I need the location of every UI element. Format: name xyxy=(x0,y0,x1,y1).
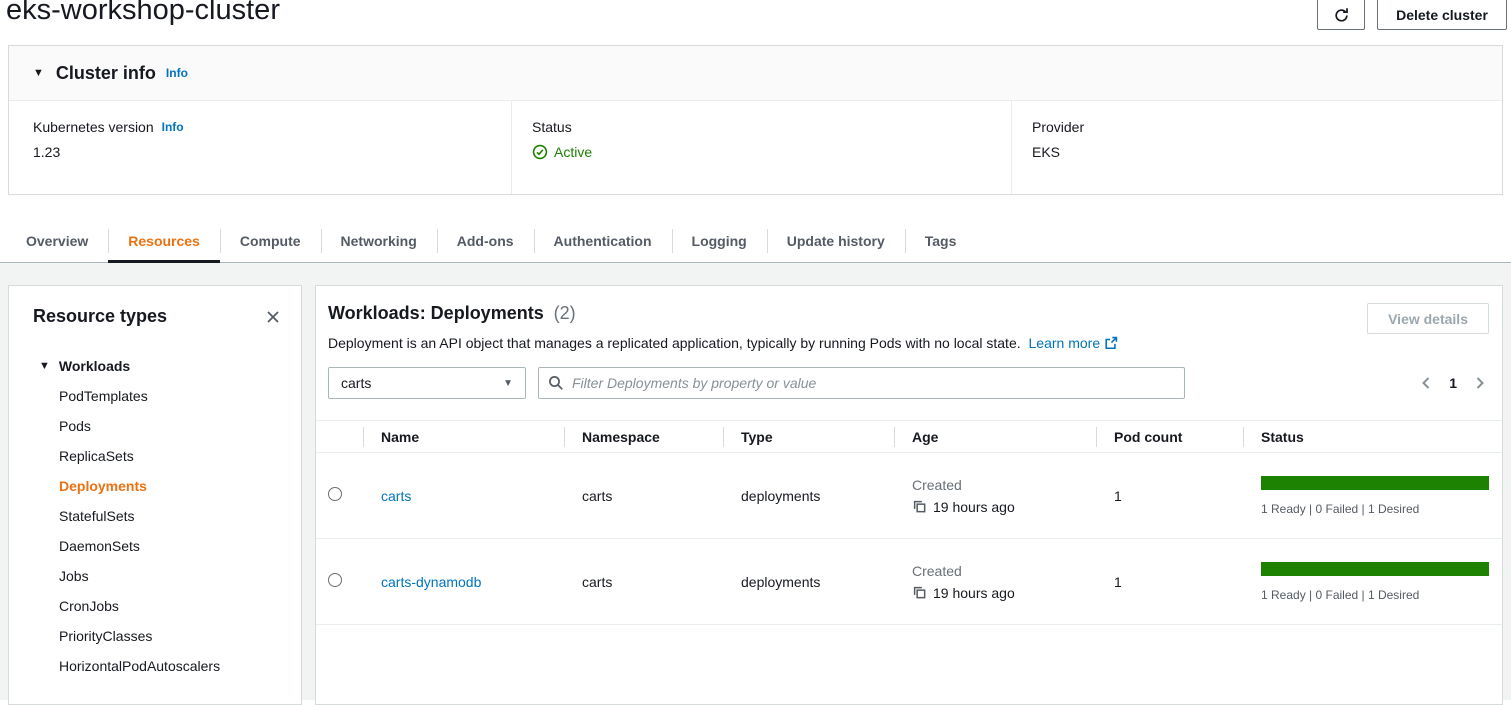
caret-down-icon: ▼ xyxy=(39,360,50,372)
deployments-count: (2) xyxy=(553,303,576,323)
cell-status: 1 Ready | 0 Failed | 1 Desired xyxy=(1243,452,1502,539)
column-header-status[interactable]: Status xyxy=(1243,420,1502,453)
provider-value: EKS xyxy=(1032,144,1061,160)
view-details-button[interactable]: View details xyxy=(1367,303,1489,334)
status-bar xyxy=(1261,475,1489,490)
resource-type-tree: ▼ Workloads PodTemplates Pods ReplicaSet… xyxy=(9,351,301,681)
sidebar-item-pods[interactable]: Pods xyxy=(59,418,91,434)
cell-pod-count: 1 xyxy=(1096,538,1243,625)
deployment-link-carts[interactable]: carts xyxy=(381,487,412,504)
tab-bar: Overview Resources Compute Networking Ad… xyxy=(0,220,1511,263)
sidebar-item-replicasets[interactable]: ReplicaSets xyxy=(59,448,134,464)
filter-dropdown-value: carts xyxy=(341,375,372,391)
tab-logging[interactable]: Logging xyxy=(671,220,767,262)
column-header-type[interactable]: Type xyxy=(723,420,894,453)
tab-add-ons[interactable]: Add-ons xyxy=(436,220,534,262)
next-page-icon[interactable] xyxy=(1473,375,1487,391)
column-header-namespace[interactable]: Namespace xyxy=(564,420,723,453)
tab-authentication[interactable]: Authentication xyxy=(533,220,672,262)
row-radio-carts-dynamodb[interactable] xyxy=(328,573,342,587)
close-icon[interactable] xyxy=(265,309,281,325)
learn-more-link[interactable]: Learn more xyxy=(1029,335,1119,351)
provider-label: Provider xyxy=(1032,119,1085,135)
status-label: Status xyxy=(532,119,572,135)
sidebar-item-cronjobs[interactable]: CronJobs xyxy=(59,598,119,614)
previous-page-icon[interactable] xyxy=(1419,375,1433,391)
sidebar-item-daemonsets[interactable]: DaemonSets xyxy=(59,538,140,554)
external-link-icon xyxy=(1104,336,1118,353)
cluster-info-header[interactable]: ▼ Cluster info Info xyxy=(9,46,1502,101)
cell-namespace: carts xyxy=(564,538,723,625)
cell-age: Created 19 hours ago xyxy=(894,538,1096,625)
page-title: eks-workshop-cluster xyxy=(6,0,280,26)
pagination: 1 xyxy=(1419,375,1487,391)
row-radio-carts[interactable] xyxy=(328,487,342,501)
status-field: Status Active xyxy=(511,101,1011,194)
deployment-link-carts-dynamodb[interactable]: carts-dynamodb xyxy=(381,573,482,590)
deployments-description: Deployment is an API object that manages… xyxy=(328,335,1021,351)
delete-cluster-button[interactable]: Delete cluster xyxy=(1377,0,1507,30)
current-page-number[interactable]: 1 xyxy=(1449,375,1457,391)
column-header-name[interactable]: Name xyxy=(363,420,564,453)
chevron-down-icon: ▼ xyxy=(503,377,513,389)
cluster-info-info-link[interactable]: Info xyxy=(165,66,188,80)
collapse-caret-icon[interactable]: ▼ xyxy=(33,67,44,79)
tab-resources[interactable]: Resources xyxy=(108,220,220,263)
tab-overview[interactable]: Overview xyxy=(26,233,89,249)
status-bar xyxy=(1261,561,1489,576)
status-check-icon xyxy=(532,144,548,160)
tab-compute[interactable]: Compute xyxy=(219,220,321,262)
cell-type: deployments xyxy=(723,452,894,539)
refresh-icon xyxy=(1333,7,1350,24)
deployments-table: Name Namespace Type Age Pod count Status… xyxy=(316,420,1502,625)
resource-types-panel: Resource types ▼ Workloads PodTemplates … xyxy=(8,285,302,705)
search-input[interactable] xyxy=(572,375,1175,391)
kubernetes-version-label: Kubernetes version xyxy=(33,119,154,135)
table-row: carts carts deployments Created 19 hours… xyxy=(316,452,1502,539)
refresh-button[interactable] xyxy=(1317,0,1365,30)
cluster-info-card: ▼ Cluster info Info Kubernetes version I… xyxy=(8,45,1503,195)
deployments-panel: Workloads: Deployments (2) View details … xyxy=(315,285,1503,705)
kubernetes-version-info-link[interactable]: Info xyxy=(161,120,184,134)
status-text: 1 Ready | 0 Failed | 1 Desired xyxy=(1261,587,1420,602)
select-column-header xyxy=(316,420,363,453)
created-time-icon xyxy=(912,499,927,514)
cell-type: deployments xyxy=(723,538,894,625)
sidebar-item-priorityclasses[interactable]: PriorityClasses xyxy=(59,628,153,644)
kubernetes-version-value: 1.23 xyxy=(33,144,61,160)
column-header-pod-count[interactable]: Pod count xyxy=(1096,420,1243,453)
provider-field: Provider EKS xyxy=(1011,101,1502,194)
search-box xyxy=(538,367,1185,399)
tab-tags[interactable]: Tags xyxy=(904,220,977,262)
tab-update-history[interactable]: Update history xyxy=(766,220,905,262)
status-text: 1 Ready | 0 Failed | 1 Desired xyxy=(1261,501,1420,516)
column-header-age[interactable]: Age xyxy=(894,420,1096,453)
table-row: carts-dynamodb carts deployments Created… xyxy=(316,538,1502,625)
sidebar-item-horizontalpodautoscalers[interactable]: HorizontalPodAutoscalers xyxy=(59,658,221,674)
cluster-info-title: Cluster info xyxy=(55,62,156,83)
resource-types-title: Resource types xyxy=(33,306,168,326)
cell-age: Created 19 hours ago xyxy=(894,452,1096,539)
sidebar-item-statefulsets[interactable]: StatefulSets xyxy=(59,508,135,524)
sidebar-item-deployments[interactable]: Deployments xyxy=(59,478,147,494)
status-value: Active xyxy=(554,144,593,160)
cell-status: 1 Ready | 0 Failed | 1 Desired xyxy=(1243,538,1502,625)
created-time-icon xyxy=(912,585,927,600)
cell-pod-count: 1 xyxy=(1096,452,1243,539)
tree-group-workloads[interactable]: ▼ Workloads xyxy=(39,358,131,374)
sidebar-item-jobs[interactable]: Jobs xyxy=(59,568,89,584)
cell-namespace: carts xyxy=(564,452,723,539)
kubernetes-version-field: Kubernetes version Info 1.23 xyxy=(9,101,511,194)
filter-dropdown[interactable]: carts ▼ xyxy=(328,367,526,399)
tab-networking[interactable]: Networking xyxy=(320,220,437,262)
deployments-title: Workloads: Deployments xyxy=(328,303,544,323)
sidebar-item-podtemplates[interactable]: PodTemplates xyxy=(59,388,148,404)
search-icon xyxy=(548,375,564,391)
